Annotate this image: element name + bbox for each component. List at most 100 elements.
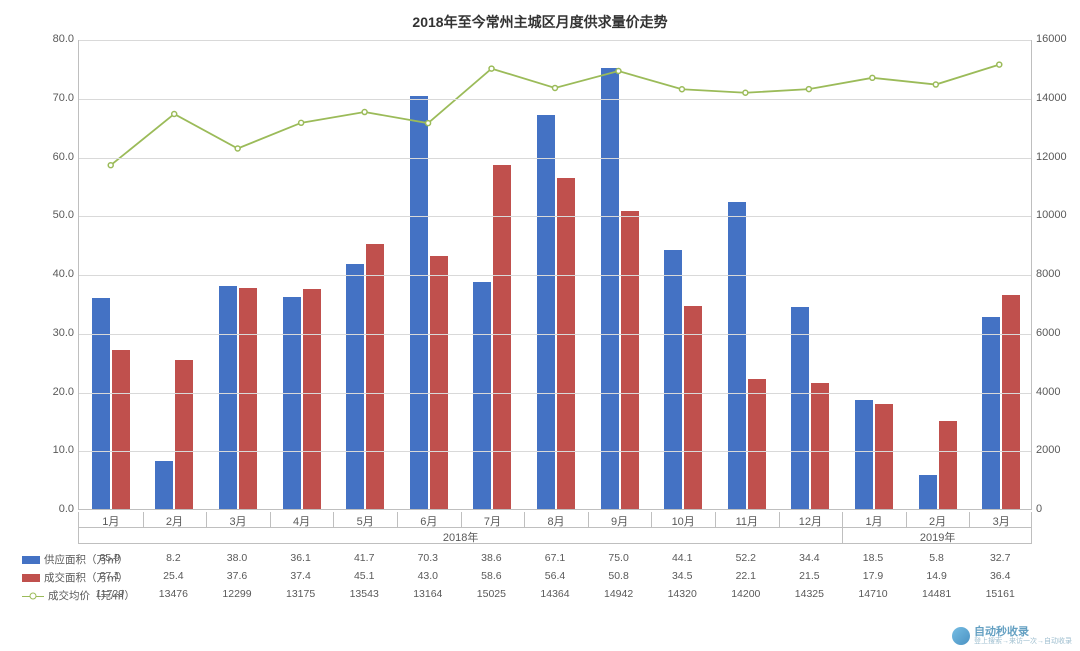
gridline: [79, 451, 1031, 452]
legend-value: 12299: [222, 588, 251, 600]
legend-value: 14481: [922, 588, 951, 600]
x-month-label: 9月: [611, 513, 628, 529]
x-tick: [524, 512, 525, 527]
legend-row-price: 成交均价（元/㎡）1172913476122991317513543131641…: [22, 588, 1032, 606]
x-month-label: 6月: [420, 513, 437, 529]
legend-swatch-icon: [22, 574, 40, 582]
gridline: [79, 99, 1031, 100]
gridline: [79, 275, 1031, 276]
legend-value: 14710: [858, 588, 887, 600]
x-month-label: 1月: [102, 513, 119, 529]
x-month-label: 5月: [357, 513, 374, 529]
legend-value: 8.2: [166, 552, 181, 564]
chart-title: 2018年至今常州主城区月度供求量价走势: [0, 0, 1080, 32]
legend-value: 41.7: [354, 552, 374, 564]
y-left-tick: 30.0: [40, 327, 74, 339]
y-right-tick: 10000: [1036, 209, 1078, 221]
legend-value: 15161: [986, 588, 1015, 600]
x-tick: [333, 512, 334, 527]
legend-value: 35.9: [100, 552, 120, 564]
legend-value: 70.3: [418, 552, 438, 564]
price-marker: [235, 146, 240, 151]
gridline: [79, 158, 1031, 159]
x-tick: [588, 512, 589, 527]
legend-value: 34.5: [672, 570, 692, 582]
legend-label: 成交面积（万㎡）: [22, 570, 152, 585]
x-tick: [206, 512, 207, 527]
x-axis-years: 2018年2019年: [78, 528, 1032, 544]
y-right-tick: 4000: [1036, 386, 1078, 398]
plot-area: [78, 40, 1032, 510]
x-month-label: 3月: [993, 513, 1010, 529]
x-tick: [461, 512, 462, 527]
legend-swatch-icon: [22, 556, 40, 564]
x-tick: [397, 512, 398, 527]
legend-value: 56.4: [545, 570, 565, 582]
legend-value: 22.1: [736, 570, 756, 582]
y-right-tick: 12000: [1036, 151, 1078, 163]
x-month-label: 7月: [484, 513, 501, 529]
y-right-tick: 0: [1036, 503, 1078, 515]
legend-value: 13175: [286, 588, 315, 600]
legend-value: 14.9: [926, 570, 946, 582]
legend-value: 67.1: [545, 552, 565, 564]
legend-row-deal: 成交面积（万㎡）27.125.437.637.445.143.058.656.4…: [22, 570, 1032, 588]
legend-value: 14942: [604, 588, 633, 600]
price-marker: [870, 75, 875, 80]
legend-value: 13476: [159, 588, 188, 600]
watermark-tagline: 登上搜索→来访一次→自动收录: [974, 638, 1072, 645]
watermark-logo-icon: [952, 627, 970, 645]
y-left-tick: 20.0: [40, 386, 74, 398]
legend-value: 37.4: [290, 570, 310, 582]
year-divider: [842, 528, 843, 543]
price-line: [111, 65, 1000, 166]
legend-value: 13543: [350, 588, 379, 600]
x-year-label: 2019年: [920, 529, 955, 545]
x-tick: [143, 512, 144, 527]
legend-value: 38.0: [227, 552, 247, 564]
price-marker: [743, 90, 748, 95]
x-tick: [842, 512, 843, 527]
legend-value: 14364: [540, 588, 569, 600]
price-marker: [299, 120, 304, 125]
legend-value: 58.6: [481, 570, 501, 582]
watermark: 自动秒收录 登上搜索→来访一次→自动收录: [952, 627, 1072, 645]
x-month-label: 10月: [672, 513, 695, 529]
x-tick: [969, 512, 970, 527]
gridline: [79, 216, 1031, 217]
legend-value: 5.8: [929, 552, 944, 564]
legend-value: 11729: [96, 588, 124, 600]
legend-swatch-icon: [22, 591, 44, 601]
x-month-label: 11月: [736, 513, 758, 529]
price-marker: [172, 111, 177, 116]
y-left-tick: 0.0: [40, 503, 74, 515]
y-left-tick: 80.0: [40, 33, 74, 45]
price-marker: [426, 121, 431, 126]
legend-value: 52.2: [736, 552, 756, 564]
x-axis-months: 1月2月3月4月5月6月7月8月9月10月11月12月1月2月3月: [78, 512, 1032, 528]
y-left-tick: 50.0: [40, 209, 74, 221]
x-month-label: 1月: [865, 513, 882, 529]
gridline: [79, 334, 1031, 335]
y-right-tick: 8000: [1036, 268, 1078, 280]
y-left-tick: 60.0: [40, 151, 74, 163]
x-tick: [779, 512, 780, 527]
legend-value: 17.9: [863, 570, 883, 582]
y-right-tick: 16000: [1036, 33, 1078, 45]
gridline: [79, 393, 1031, 394]
gridline: [79, 40, 1031, 41]
x-month-label: 12月: [799, 513, 822, 529]
price-marker: [108, 163, 113, 168]
x-month-label: 2月: [929, 513, 946, 529]
y-left-tick: 40.0: [40, 268, 74, 280]
legend-value: 25.4: [163, 570, 183, 582]
legend-value: 27.1: [100, 570, 120, 582]
legend-value: 34.4: [799, 552, 819, 564]
legend-value: 18.5: [863, 552, 883, 564]
legend-data-table: 供应面积（万㎡）35.98.238.036.141.770.338.667.17…: [22, 552, 1032, 606]
legend-value: 43.0: [418, 570, 438, 582]
legend-value: 32.7: [990, 552, 1010, 564]
legend-value: 37.6: [227, 570, 247, 582]
legend-value: 36.4: [990, 570, 1010, 582]
watermark-brand: 自动秒收录: [974, 627, 1072, 638]
